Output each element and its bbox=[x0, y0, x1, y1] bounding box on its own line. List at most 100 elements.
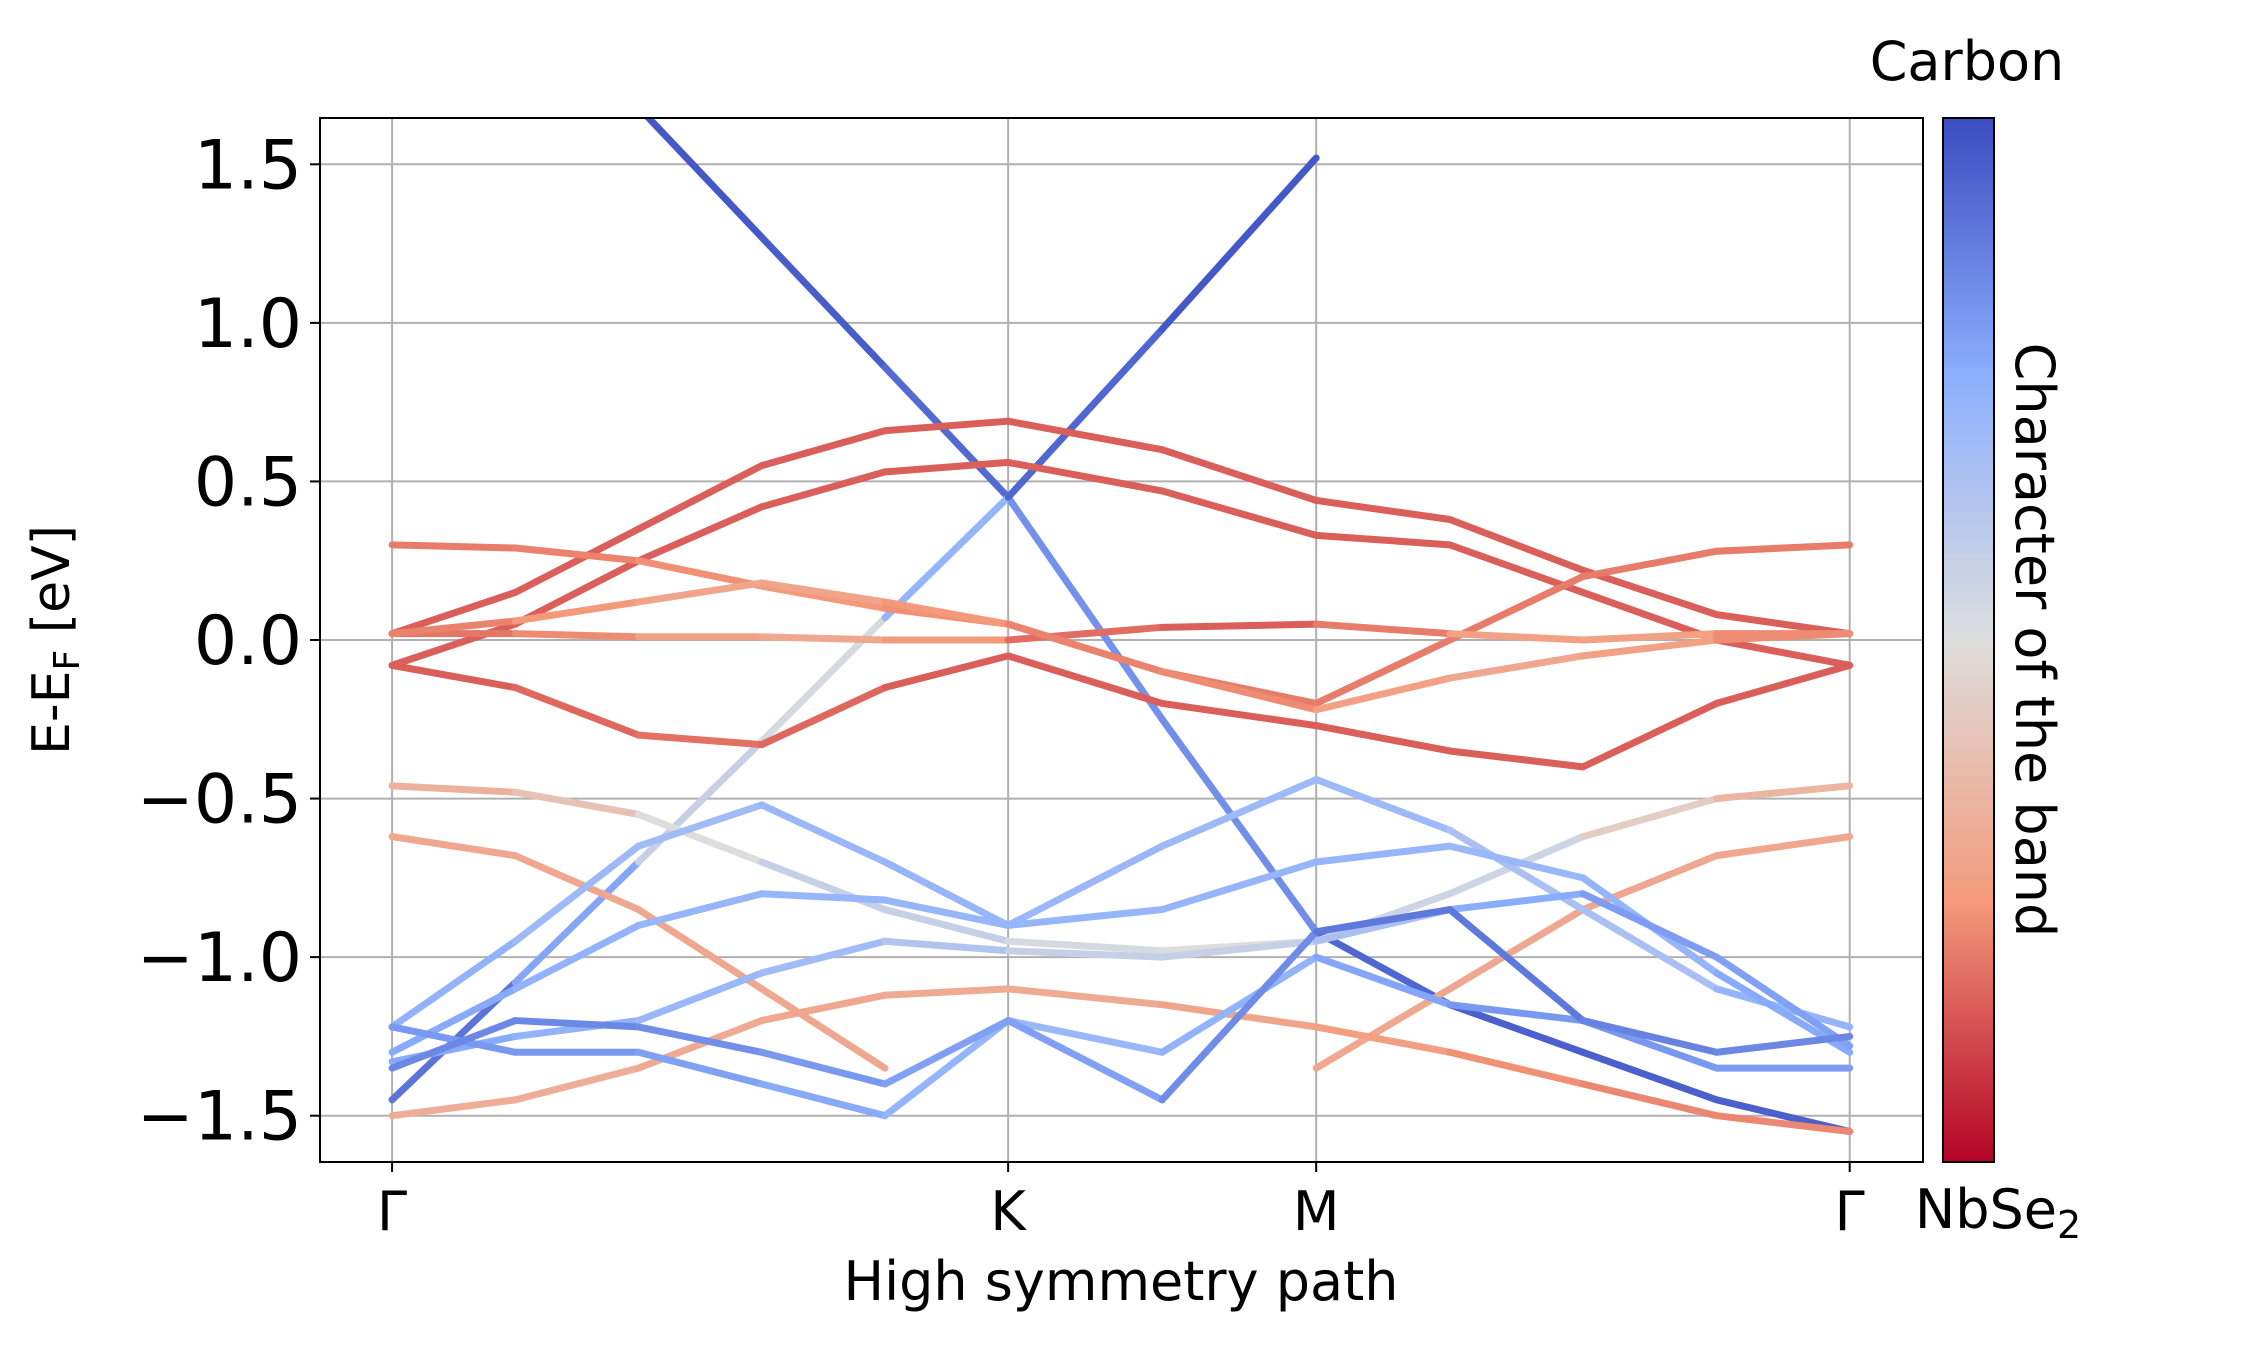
band-segment bbox=[881, 652, 1012, 692]
band-segment bbox=[635, 462, 766, 533]
band-segment bbox=[758, 579, 889, 606]
band-segment bbox=[388, 588, 519, 638]
band-segment bbox=[1004, 937, 1166, 955]
band-segment bbox=[1446, 842, 1587, 882]
band-segment bbox=[1446, 573, 1587, 644]
band-segment bbox=[1004, 458, 1166, 495]
band-segment bbox=[1004, 906, 1166, 929]
band-segment bbox=[1446, 1001, 1587, 1025]
colorbar bbox=[1942, 117, 1995, 1163]
band-segment bbox=[881, 937, 1012, 955]
band-segment bbox=[1158, 699, 1320, 730]
band-segment bbox=[635, 969, 766, 1025]
band-segment bbox=[643, 118, 766, 241]
band-segment bbox=[511, 630, 643, 641]
band-segment bbox=[635, 801, 766, 850]
band-segment bbox=[1158, 446, 1320, 504]
y-tick-label: 0.0 bbox=[194, 602, 302, 681]
band-segment bbox=[1312, 531, 1454, 549]
band-segment bbox=[881, 896, 1012, 929]
band-segment bbox=[1713, 985, 1854, 1031]
band-segment bbox=[1713, 661, 1854, 707]
band-segment bbox=[1004, 620, 1166, 676]
band-segment bbox=[1004, 947, 1166, 961]
band-segment bbox=[881, 1017, 1012, 1088]
x-tick-label: M bbox=[1293, 1180, 1340, 1243]
colorbar-bottom-main: NbSe bbox=[1915, 1178, 2057, 1241]
band-segment bbox=[388, 937, 519, 1031]
band-segment bbox=[635, 503, 766, 565]
band-segment bbox=[1446, 747, 1587, 771]
band-segment bbox=[1446, 515, 1587, 574]
band-segment bbox=[1158, 937, 1320, 961]
band-segment bbox=[881, 858, 1012, 929]
band-segment bbox=[1446, 890, 1587, 914]
band-segment bbox=[388, 1096, 519, 1120]
band-segment bbox=[1446, 1048, 1587, 1088]
band-segment bbox=[1312, 1023, 1454, 1056]
band-segment bbox=[1713, 782, 1854, 803]
band-segment bbox=[511, 921, 643, 993]
y-tick-label: −1.5 bbox=[137, 1078, 302, 1157]
band-segment bbox=[388, 1023, 519, 1056]
band-segment bbox=[388, 661, 519, 692]
band-segment bbox=[511, 525, 643, 596]
band-segment bbox=[635, 579, 766, 606]
band-segment bbox=[1713, 833, 1854, 860]
band-segment bbox=[388, 1017, 519, 1072]
band-segment bbox=[1579, 630, 1721, 644]
band-segment bbox=[758, 684, 889, 749]
band-segment bbox=[1713, 1112, 1854, 1136]
band-segment bbox=[1579, 906, 1721, 993]
band-segment bbox=[1446, 630, 1587, 644]
band-segment bbox=[511, 1064, 643, 1104]
band-segment bbox=[1579, 1080, 1721, 1120]
band-segment bbox=[1312, 722, 1454, 755]
y-tick-label: 1.5 bbox=[194, 126, 302, 205]
band-segment bbox=[1579, 547, 1721, 581]
band-segment bbox=[1312, 496, 1454, 523]
band-segment bbox=[1158, 715, 1320, 936]
band-segment bbox=[511, 858, 643, 987]
x-axis-label: High symmetry path bbox=[843, 1250, 1398, 1313]
band-segment bbox=[635, 1048, 766, 1088]
colorbar-bottom-sub: 2 bbox=[2057, 1203, 2081, 1247]
band-segment bbox=[758, 1080, 889, 1120]
colorbar-label: Character of the band bbox=[2003, 343, 2066, 938]
band-segment bbox=[758, 468, 889, 511]
band-segment bbox=[758, 633, 889, 644]
band-segment bbox=[1004, 325, 1166, 501]
band-segment bbox=[1312, 928, 1454, 1009]
band-segment bbox=[758, 801, 889, 866]
band-segment bbox=[758, 937, 889, 977]
band-segment bbox=[388, 833, 519, 860]
band-segment bbox=[881, 906, 1012, 945]
band-segment bbox=[1312, 776, 1454, 834]
band-segment bbox=[758, 985, 889, 1072]
y-tick-label: −1.0 bbox=[137, 919, 302, 998]
band-segment bbox=[1004, 985, 1166, 1009]
band-segment bbox=[635, 890, 766, 929]
x-tick-label: K bbox=[990, 1180, 1027, 1243]
y-tick-label: 1.0 bbox=[194, 285, 302, 364]
band-segment bbox=[511, 1017, 643, 1031]
band-segment bbox=[635, 557, 766, 590]
y-label-sub: F bbox=[47, 650, 88, 671]
band-segment bbox=[1713, 541, 1854, 555]
y-tick-label: 0.5 bbox=[194, 443, 302, 522]
band-segment bbox=[758, 427, 889, 470]
band-segment bbox=[881, 417, 1012, 435]
y-tick-label: −0.5 bbox=[137, 761, 302, 840]
bands bbox=[388, 118, 1854, 1136]
band-segment bbox=[1158, 154, 1320, 333]
band-segment bbox=[1312, 674, 1454, 714]
band-segment bbox=[1579, 566, 1721, 619]
band-segment bbox=[881, 985, 1012, 999]
band-segment bbox=[388, 541, 519, 552]
band-segment bbox=[511, 684, 643, 739]
x-tick-label: Γ bbox=[377, 1180, 407, 1243]
band-segment bbox=[1579, 1017, 1721, 1056]
band-segment bbox=[1312, 906, 1454, 936]
colorbar-top-label: Carbon bbox=[1870, 30, 2065, 93]
band-segment bbox=[388, 985, 519, 1056]
